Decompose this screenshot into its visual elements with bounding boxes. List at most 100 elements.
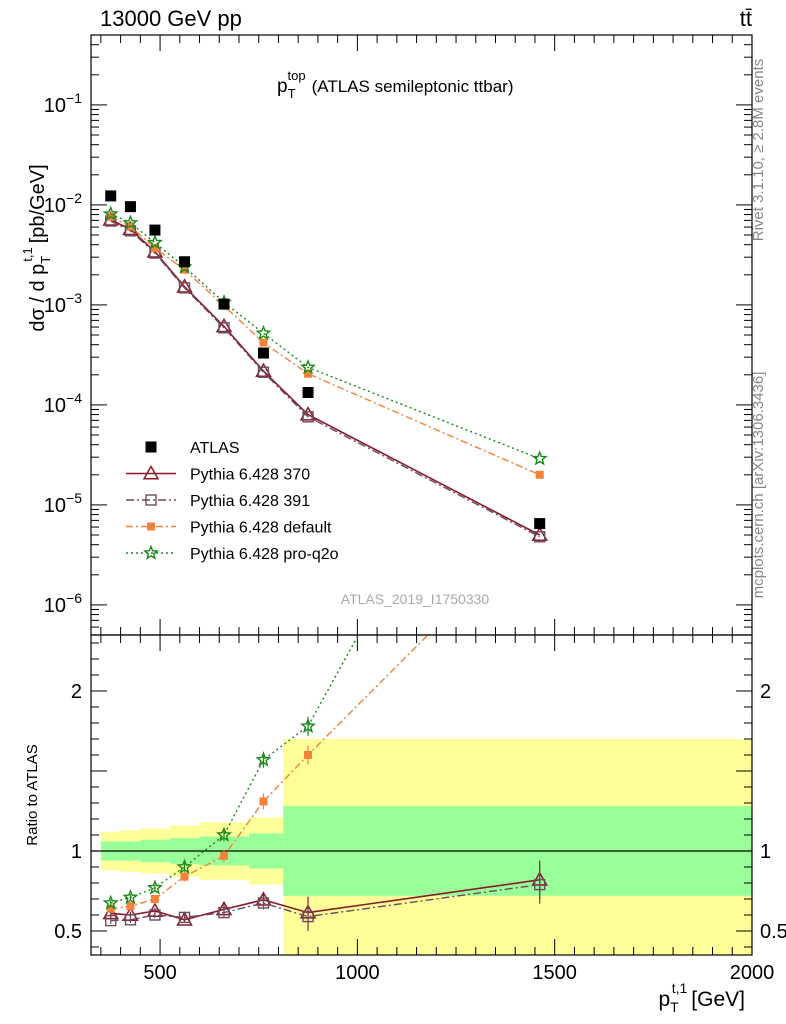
main-y-tick-label-exp: −5 <box>66 490 82 506</box>
ratio-point <box>259 797 268 806</box>
ratio-point <box>300 717 316 734</box>
main-point <box>218 322 230 334</box>
ratio-point <box>255 751 272 767</box>
main-series-p391 <box>105 215 546 543</box>
main-axis-ticks <box>91 34 753 636</box>
main-point <box>257 347 269 359</box>
main-panel: 10−610−510−410−310−210−1 pTtop(ATLAS sem… <box>20 34 753 636</box>
legend-label: Pythia 6.428 391 <box>190 493 310 510</box>
main-series-line <box>110 216 540 476</box>
main-series-data <box>105 190 546 530</box>
x-tick-label: 1000 <box>335 962 380 984</box>
ratio-series-line <box>110 635 360 904</box>
ratio-point <box>122 888 139 905</box>
main-y-tick-label-base: 10 <box>44 395 66 417</box>
main-point <box>302 411 314 423</box>
ratio-point <box>150 895 159 903</box>
main-point <box>300 358 317 375</box>
x-label-sup: t,1 <box>672 980 688 996</box>
main-y-tick-label: 10−3 <box>44 290 82 317</box>
ratio-y-tick-label: 2 <box>71 681 82 703</box>
main-point <box>534 518 546 530</box>
x-label-main: p <box>658 988 670 1011</box>
main-point <box>179 256 191 268</box>
ratio-point <box>218 906 230 919</box>
main-y-tick-label-exp: −4 <box>66 390 82 406</box>
process-label: 13000 GeV pp <box>100 6 242 31</box>
legend-label: Pythia 6.428 pro-q2o <box>190 546 339 563</box>
main-series-group <box>102 190 548 543</box>
main-y-tick-label-base: 10 <box>44 595 66 617</box>
legend-label: Pythia 6.428 370 <box>190 467 310 484</box>
ratio-point <box>102 894 119 910</box>
y-label-sup: t,1 <box>20 247 35 261</box>
ratio-point <box>216 826 233 842</box>
x-label-rest: [GeV] <box>691 988 745 1011</box>
ratio-point <box>126 902 135 911</box>
main-series-pdef <box>106 212 544 479</box>
ratio-point <box>105 914 117 927</box>
main-y-tick-labels: 10−610−510−410−310−210−1 <box>44 90 82 617</box>
main-point <box>255 324 272 341</box>
mcplots-label: mcplots.cern.ch [arXiv:1306.3436] <box>750 372 767 599</box>
main-point <box>302 387 314 399</box>
ratio-point <box>178 911 191 924</box>
x-tick-label: 1500 <box>532 962 577 984</box>
main-y-tick-label-base: 10 <box>44 195 66 217</box>
legend-marker <box>145 441 157 453</box>
main-point <box>535 470 544 479</box>
ratio-point <box>146 879 163 895</box>
main-y-axis-label: dσ / d pTt,1 [pb/GeV] <box>20 164 53 331</box>
x-tick-labels: 500 1000 1500 2000 <box>143 962 774 984</box>
main-point <box>150 244 159 253</box>
y-label-sub: T <box>38 256 53 264</box>
legend-marker <box>145 494 157 506</box>
main-y-tick-label-base: 10 <box>44 95 66 117</box>
ratio-uncertainty-bands <box>91 739 752 955</box>
main-point <box>257 366 270 378</box>
ratio-point <box>219 851 228 860</box>
ratio-y-tick-label-right: 2 <box>760 681 771 703</box>
ratio-y-axis-label: Ratio to ATLAS <box>24 744 41 845</box>
ratio-series-p391 <box>105 865 546 931</box>
analysis-id: ATLAS_2019_I1750330 <box>341 591 490 607</box>
main-y-tick-label: 10−6 <box>44 590 82 617</box>
ratio-frame <box>90 634 753 956</box>
plot-title: pTtop (ATLAS semileptonic ttbar) <box>277 68 513 101</box>
plot-title-sub: T <box>288 86 296 101</box>
ratio-axis-ticks <box>91 635 753 955</box>
main-y-tick-label-exp: −1 <box>66 90 82 106</box>
main-point <box>215 317 233 333</box>
ratio-point <box>176 858 193 874</box>
legend-marker <box>142 544 160 560</box>
main-point <box>176 278 193 293</box>
main-series-pq2o <box>102 205 548 466</box>
main-y-tick-label: 10−5 <box>44 490 82 517</box>
main-point <box>146 234 163 250</box>
ratio-point <box>106 904 115 913</box>
ratio-point <box>149 909 161 921</box>
main-point <box>531 450 548 466</box>
x-label-sub: T <box>670 999 679 1015</box>
rivet-label: Rivet 3.1.10, ≥ 2.8M events <box>750 59 767 242</box>
main-series-line <box>110 213 540 460</box>
y-label-rest: [pb/GeV] <box>27 164 49 243</box>
main-point <box>105 190 117 202</box>
ratio-series-line <box>110 883 540 922</box>
y-label-main: dσ / d p <box>27 264 49 332</box>
x-axis-label: pTt,1 [GeV] <box>658 980 745 1015</box>
main-point <box>533 531 546 543</box>
main-y-tick-label: 10−4 <box>44 390 82 417</box>
legend-label: Pythia 6.428 default <box>190 520 332 537</box>
ratio-point <box>302 910 314 923</box>
main-y-tick-label: 10−1 <box>44 90 82 117</box>
ratio-series-pq2o <box>102 635 360 910</box>
ratio-y-tick-label: 0.5 <box>54 921 82 943</box>
ratio-y-tick-label: 1 <box>71 841 82 863</box>
main-series-line <box>110 219 541 536</box>
main-y-tick-label: 10−2 <box>44 190 82 217</box>
ratio-series-group <box>102 635 548 931</box>
main-frame <box>90 34 753 636</box>
ratio-y-tick-labels: 0.5 0.5 1 1 2 2 <box>54 681 786 943</box>
main-y-tick-label-exp: −3 <box>66 290 82 306</box>
